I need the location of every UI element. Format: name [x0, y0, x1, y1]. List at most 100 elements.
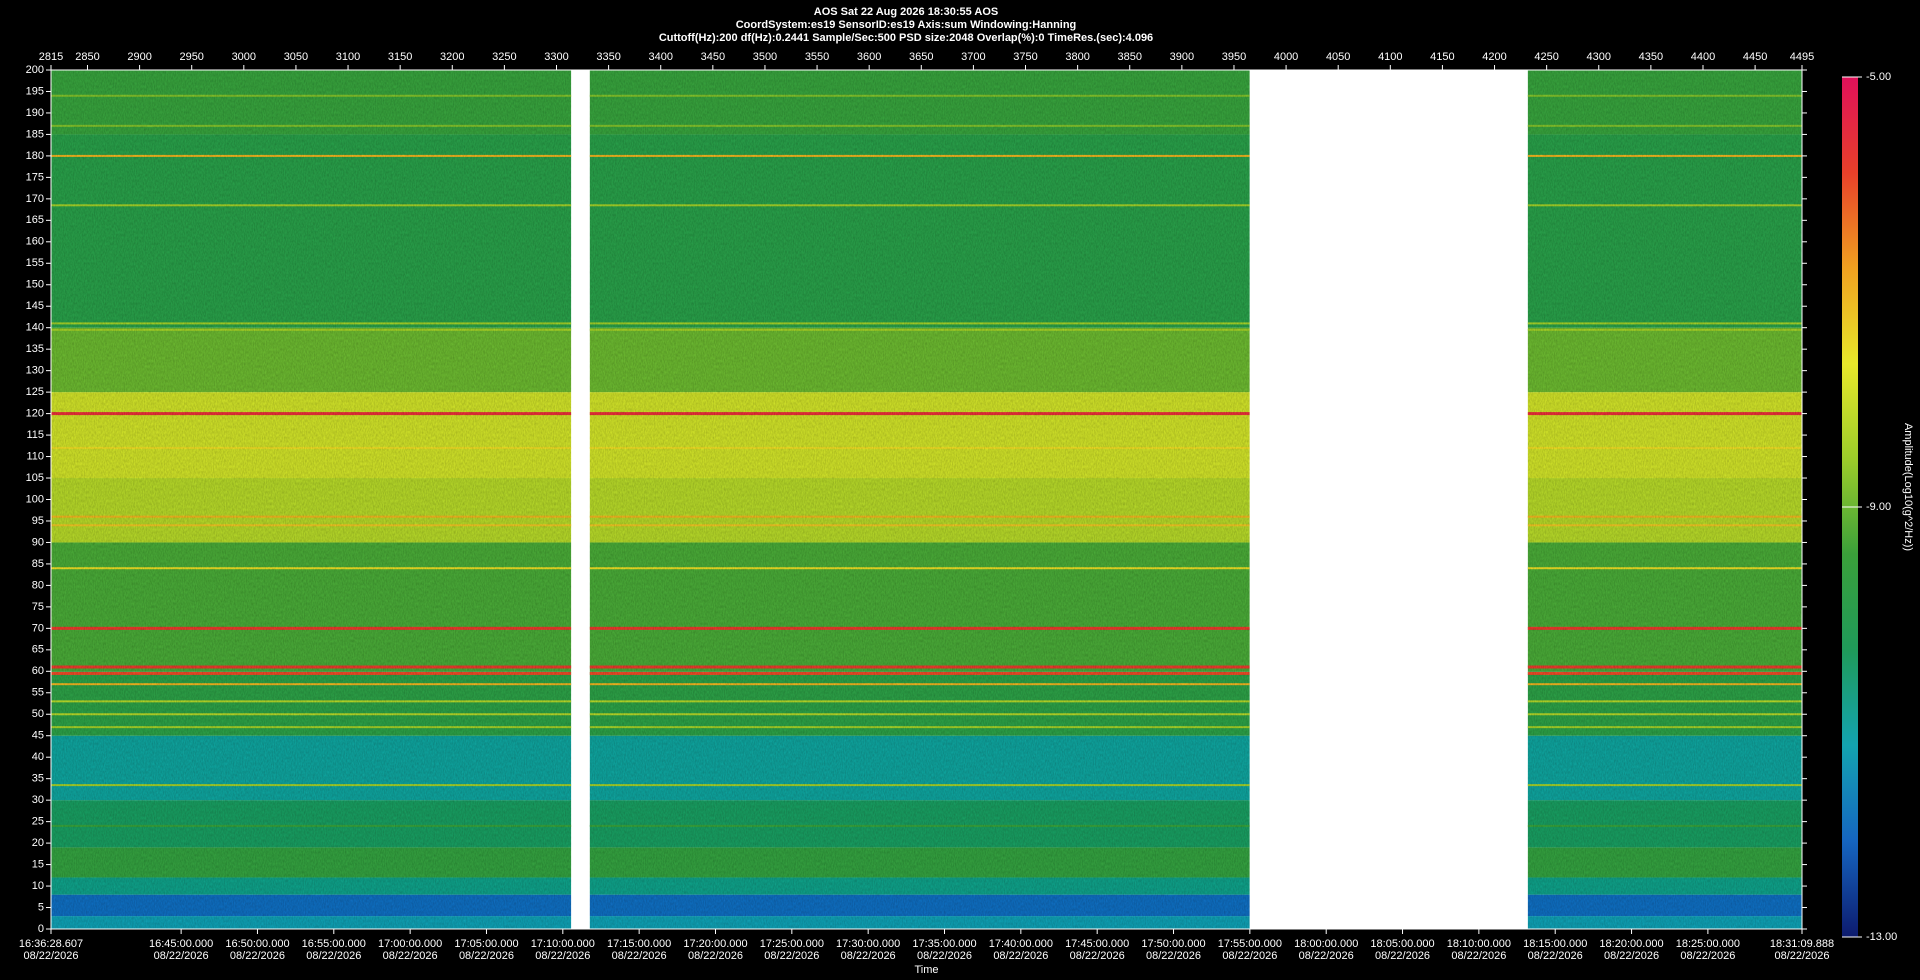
x-tick-label: 4350 — [1639, 51, 1663, 63]
band-cell — [1527, 800, 1802, 848]
y-tick-label: 70 — [32, 622, 44, 634]
y-tick-label: 95 — [32, 515, 44, 527]
date-tick-label: 08/22/2026 — [230, 950, 285, 962]
colorbar-title: Amplitude(Log10(g^2/Hz)) — [1902, 423, 1914, 551]
tonal-line — [1527, 204, 1802, 207]
y-tick-label: 50 — [32, 708, 44, 720]
tonal-line — [1527, 154, 1802, 157]
header-line: Cuttoff(Hz):200 df(Hz):0.2441 Sample/Sec… — [659, 32, 1153, 44]
band-cell — [1527, 847, 1802, 878]
date-tick-label: 08/22/2026 — [1375, 950, 1430, 962]
band-cell — [1527, 735, 1802, 801]
y-tick-label: 75 — [32, 601, 44, 613]
y-tick-label: 105 — [26, 472, 44, 484]
tonal-line — [51, 204, 572, 207]
x-tick-label: 3950 — [1222, 51, 1246, 63]
date-tick-label: 08/22/2026 — [1528, 950, 1583, 962]
tonal-line — [589, 446, 1250, 449]
date-tick-label: 08/22/2026 — [1222, 950, 1277, 962]
date-tick-label: 08/22/2026 — [612, 950, 667, 962]
y-tick-label: 160 — [26, 236, 44, 248]
tonal-line — [51, 412, 572, 416]
y-tick-label: 115 — [26, 429, 44, 441]
tonal-line — [589, 824, 1250, 827]
x-tick-label: 3350 — [596, 51, 620, 63]
time-tick-label: 17:40:00.000 — [989, 938, 1053, 950]
x-tick-label: 4100 — [1378, 51, 1402, 63]
tonal-line — [1527, 713, 1802, 716]
tonal-line — [589, 515, 1250, 518]
y-tick-label: 110 — [26, 450, 44, 462]
y-tick-label: 0 — [38, 923, 44, 935]
band-cell — [1527, 327, 1802, 393]
tonal-line — [51, 671, 572, 675]
time-tick-label: 17:25:00.000 — [760, 938, 824, 950]
band-cell — [51, 735, 572, 801]
x-tick-label: 4050 — [1326, 51, 1350, 63]
y-tick-label: 200 — [26, 64, 44, 76]
band-cell — [1527, 894, 1802, 917]
band-cell — [1527, 392, 1802, 479]
x-axis-title: Time — [914, 964, 938, 976]
tonal-line — [1527, 322, 1802, 325]
x-tick-label: 3650 — [909, 51, 933, 63]
date-tick-label: 08/22/2026 — [1146, 950, 1201, 962]
x-tick-label: 2950 — [179, 51, 203, 63]
time-tick-label: 18:05:00.000 — [1370, 938, 1434, 950]
x-tick-label: 3850 — [1117, 51, 1141, 63]
tonal-line — [51, 446, 572, 449]
date-tick-label: 08/22/2026 — [154, 950, 209, 962]
tonal-line — [589, 726, 1250, 729]
tonal-line — [51, 124, 572, 127]
band-cell — [51, 542, 572, 672]
band-cell — [1527, 542, 1802, 672]
tonal-line — [589, 328, 1250, 331]
tonal-line — [589, 700, 1250, 703]
date-tick-label: 08/22/2026 — [764, 950, 819, 962]
band-cell — [589, 847, 1250, 878]
x-tick-label: 4400 — [1691, 51, 1715, 63]
time-tick-label: 18:25:00.000 — [1676, 938, 1740, 950]
tonal-line — [1527, 824, 1802, 827]
date-tick-label: 08/22/2026 — [535, 950, 590, 962]
band-cell — [51, 70, 572, 135]
time-tick-label: 18:15:00.000 — [1523, 938, 1587, 950]
date-tick-label: 08/22/2026 — [383, 950, 438, 962]
band-cell — [51, 327, 572, 393]
tonal-line — [1527, 124, 1802, 127]
y-tick-label: 165 — [26, 214, 44, 226]
y-tick-label: 5 — [38, 901, 44, 913]
band-cell — [51, 847, 572, 878]
colorbar-tick-label: -5.00 — [1866, 71, 1891, 83]
band-cell — [51, 134, 572, 328]
time-tick-label: 17:15:00.000 — [607, 938, 671, 950]
tonal-line — [1527, 671, 1802, 675]
tonal-line — [589, 713, 1250, 716]
y-tick-label: 185 — [26, 128, 44, 140]
tonal-line — [51, 515, 572, 518]
y-tick-label: 20 — [32, 837, 44, 849]
tonal-line — [589, 665, 1250, 669]
tonal-line — [1527, 784, 1802, 787]
band-cell — [1527, 478, 1802, 543]
y-tick-label: 40 — [32, 751, 44, 763]
y-tick-label: 35 — [32, 773, 44, 785]
band-cell — [1527, 916, 1802, 929]
header-line: AOS Sat 22 Aug 2026 18:30:55 AOS — [814, 6, 998, 18]
tonal-line — [51, 665, 572, 669]
x-tick-label: 4000 — [1274, 51, 1298, 63]
date-tick-label: 08/22/2026 — [459, 950, 514, 962]
x-tick-label: 3600 — [857, 51, 881, 63]
band-cell — [51, 800, 572, 848]
time-tick-label: 16:55:00.000 — [302, 938, 366, 950]
x-tick-label: 3500 — [753, 51, 777, 63]
y-tick-label: 135 — [26, 343, 44, 355]
tonal-line — [51, 328, 572, 331]
date-tick-label: 08/22/2026 — [688, 950, 743, 962]
time-tick-label: 17:10:00.000 — [531, 938, 595, 950]
band-cell — [589, 134, 1250, 328]
x-tick-label: 3800 — [1065, 51, 1089, 63]
tonal-line — [589, 683, 1250, 686]
x-tick-label: 3000 — [232, 51, 256, 63]
